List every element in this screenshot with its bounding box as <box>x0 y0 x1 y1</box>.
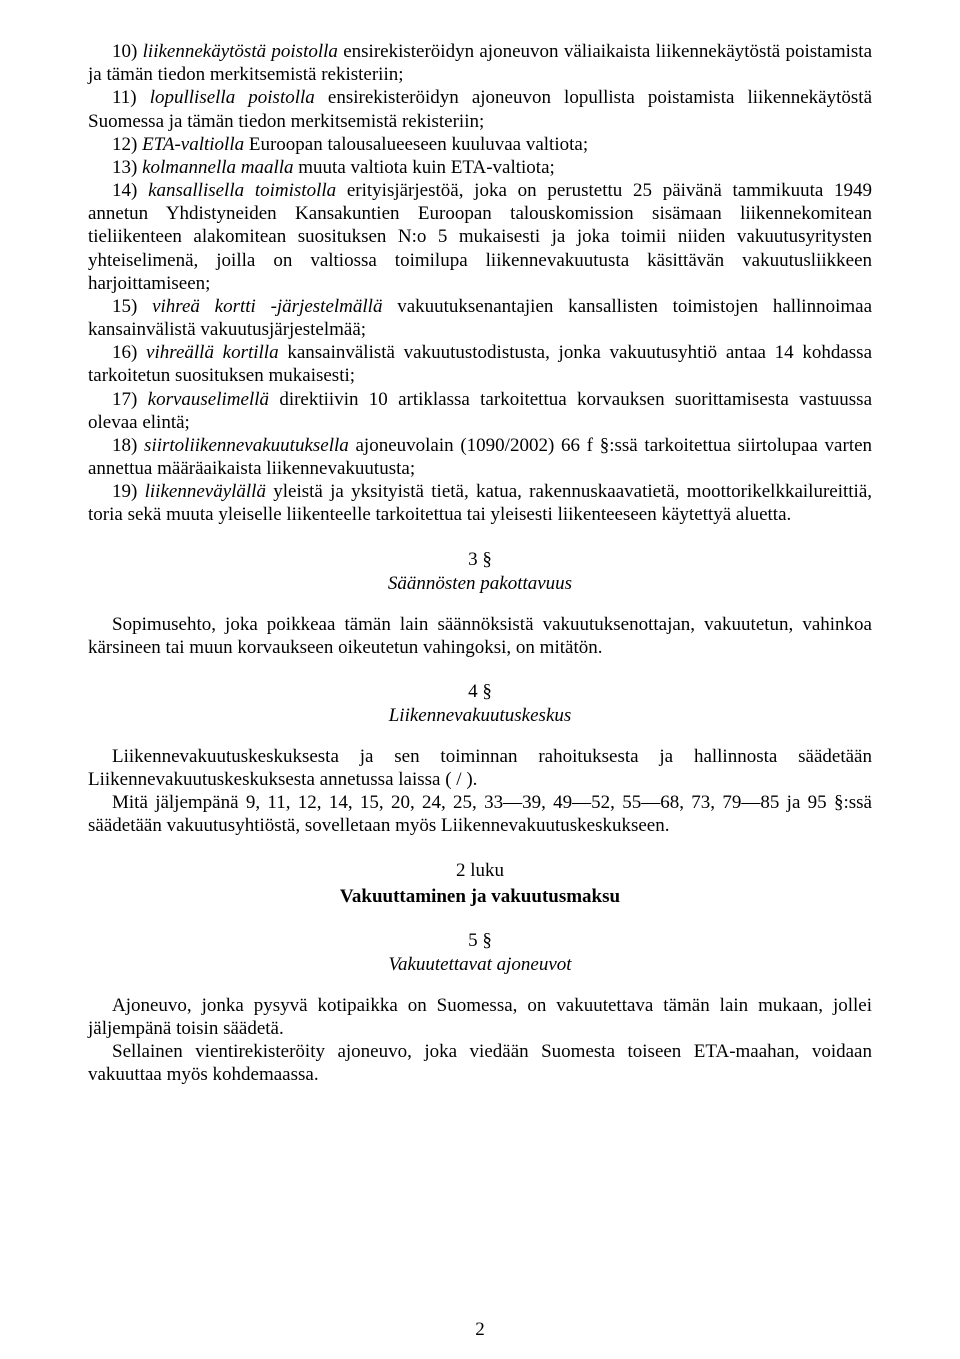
section-3-number: 3 § <box>88 549 872 571</box>
term-18: siirtoliikennevakuutuksella <box>144 435 349 456</box>
definition-19: 19) liikenneväylällä yleistä ja yksityis… <box>88 480 872 526</box>
page-number: 2 <box>0 1319 960 1341</box>
section-4-title: Liikennevakuutuskeskus <box>88 705 872 727</box>
section-4-number: 4 § <box>88 681 872 703</box>
definition-13-rest: muuta valtiota kuin ETA-valtiota; <box>298 157 555 178</box>
term-17: korvauselimellä <box>148 389 269 410</box>
section-5-number: 5 § <box>88 930 872 952</box>
section-3-title: Säännösten pakottavuus <box>88 573 872 595</box>
chapter-2-title: Vakuuttaminen ja vakuutusmaksu <box>88 886 872 908</box>
definition-10: 10) liikennekäytöstä poistolla ensirekis… <box>88 40 872 86</box>
section-4-body-1: Liikennevakuutuskeskuksesta ja sen toimi… <box>88 745 872 791</box>
definition-13: 13) kolmannella maalla muuta valtiota ku… <box>88 156 872 179</box>
term-16: vihreällä kortilla <box>146 342 279 363</box>
section-4-body-2: Mitä jäljempänä 9, 11, 12, 14, 15, 20, 2… <box>88 791 872 837</box>
section-5-body-1: Ajoneuvo, jonka pysyvä kotipaikka on Suo… <box>88 994 872 1040</box>
definition-15: 15) vihreä kortti -järjestelmällä vakuut… <box>88 295 872 341</box>
definition-16: 16) vihreällä kortilla kansainvälistä va… <box>88 341 872 387</box>
section-3-body: Sopimusehto, joka poikkeaa tämän lain sä… <box>88 613 872 659</box>
section-5-body-2: Sellainen vientirekisteröity ajoneuvo, j… <box>88 1040 872 1086</box>
term-10: liikennekäytöstä poistolla <box>143 41 338 62</box>
term-19: liikenneväylällä <box>145 481 266 502</box>
term-13: kolmannella maalla <box>142 157 293 178</box>
definition-17: 17) korvauselimellä direktiivin 10 artik… <box>88 388 872 434</box>
document-page: 10) liikennekäytöstä poistolla ensirekis… <box>0 0 960 1359</box>
chapter-2-number: 2 luku <box>88 860 872 882</box>
term-12: ETA-valtiolla <box>142 134 244 155</box>
definition-18: 18) siirtoliikennevakuutuksella ajoneuvo… <box>88 434 872 480</box>
term-11: lopullisella poistolla <box>150 87 315 108</box>
section-5-title: Vakuutettavat ajoneuvot <box>88 954 872 976</box>
definition-11: 11) lopullisella poistolla ensirekisterö… <box>88 86 872 132</box>
definition-14: 14) kansallisella toimistolla erityisjär… <box>88 179 872 295</box>
term-15: vihreä kortti -järjestelmällä <box>152 296 382 317</box>
definition-12: 12) ETA-valtiolla Euroopan talousalueese… <box>88 133 872 156</box>
term-14: kansallisella toimistolla <box>148 180 336 201</box>
definition-12-rest: Euroopan talousalueeseen kuuluvaa valtio… <box>249 134 588 155</box>
